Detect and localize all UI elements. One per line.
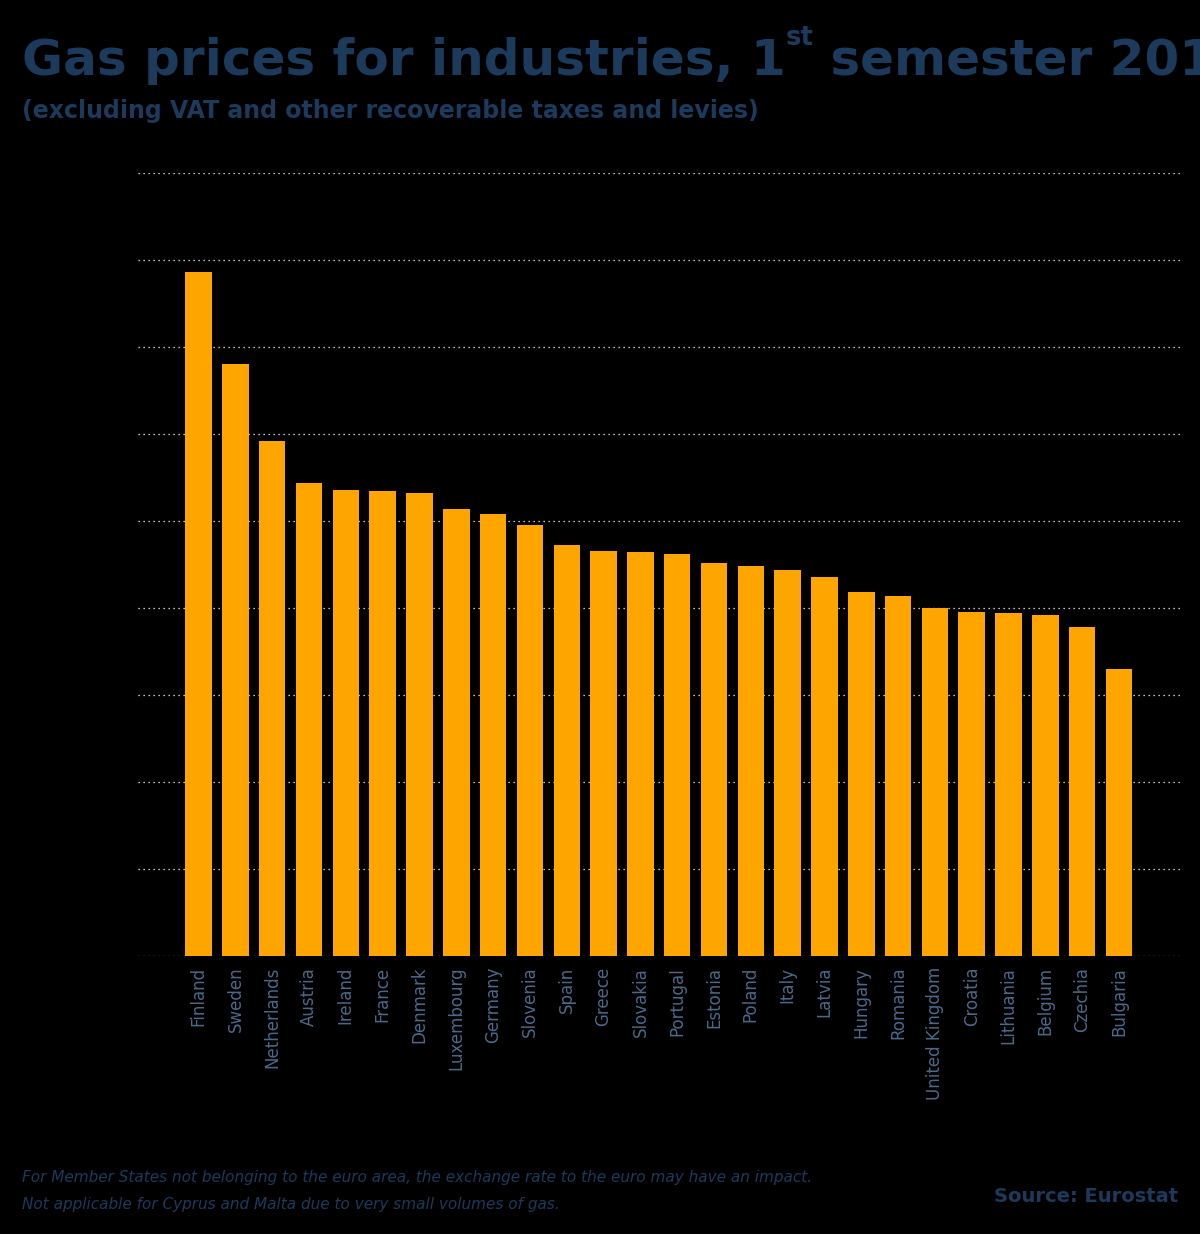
Bar [1069,627,1096,956]
Bar [774,570,800,956]
Text: semester 2017 (EUR/kWh): semester 2017 (EUR/kWh) [814,37,1200,85]
Bar [590,550,617,956]
Bar [1105,669,1133,956]
Bar [884,596,911,956]
Bar [628,553,654,956]
Bar [259,441,286,956]
Bar [738,566,764,956]
Bar [332,490,359,956]
Bar [517,524,544,956]
Bar [922,608,948,956]
Bar [480,515,506,956]
Bar [407,494,433,956]
Bar [553,545,580,956]
Bar [701,563,727,956]
Bar [811,576,838,956]
Bar [959,612,985,956]
Bar [222,364,248,956]
Bar [1032,615,1058,956]
Bar [848,592,875,956]
Bar [995,613,1022,956]
Text: For Member States not belonging to the euro area, the exchange rate to the euro : For Member States not belonging to the e… [22,1170,811,1185]
Text: (excluding VAT and other recoverable taxes and levies): (excluding VAT and other recoverable tax… [22,99,758,122]
Text: Source: Eurostat: Source: Eurostat [995,1187,1178,1206]
Text: st: st [785,25,814,51]
Bar [295,482,323,956]
Bar [443,508,469,956]
Bar [664,554,690,956]
Text: Gas prices for industries, 1: Gas prices for industries, 1 [22,37,785,85]
Bar [185,271,212,956]
Text: Not applicable for Cyprus and Malta due to very small volumes of gas.: Not applicable for Cyprus and Malta due … [22,1197,559,1212]
Bar [370,491,396,956]
